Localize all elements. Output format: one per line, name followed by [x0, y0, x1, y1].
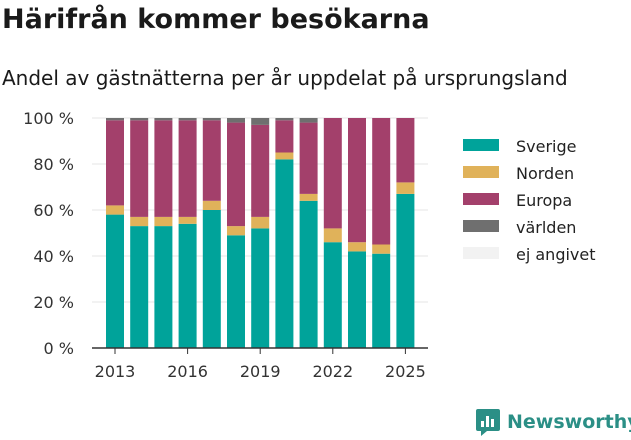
- bar-segment: [106, 118, 124, 121]
- newsworthy-logo-icon: [476, 409, 500, 436]
- legend-label: världen: [516, 218, 576, 237]
- axes: 0 % 20 % 40 % 60 % 80 % 100 % 2013 2016 2019 2022…: [23, 109, 428, 381]
- bar-group-2025: [396, 118, 415, 348]
- legend-item: Europa: [463, 191, 572, 210]
- bar-segment: [372, 253, 391, 348]
- bar-segment: [251, 228, 270, 348]
- bar-segment: [323, 118, 342, 229]
- bar-segment: [178, 120, 197, 217]
- bar-segment: [396, 193, 415, 348]
- legend-item: ej angivet: [463, 245, 596, 264]
- chart-title: Härifrån kommer besökarna: [2, 4, 430, 35]
- bar-segment: [348, 242, 366, 252]
- bar-segment: [130, 226, 149, 348]
- bars: [106, 118, 415, 348]
- bar-segment: [299, 118, 318, 123]
- legend-swatch: [463, 139, 499, 151]
- bar-segment: [275, 152, 294, 160]
- bar-segment: [178, 216, 197, 224]
- bar-segment: [275, 120, 294, 153]
- bar-group-2022: [323, 118, 342, 348]
- bar-segment: [299, 122, 318, 194]
- bar-segment: [323, 228, 342, 243]
- legend-swatch: [463, 220, 499, 232]
- bar-group-2020: [275, 118, 294, 348]
- legend-label: Sverige: [516, 137, 577, 156]
- bar-segment: [202, 120, 221, 201]
- legend-swatch: [463, 193, 499, 205]
- bar-group-2021: [299, 118, 318, 348]
- bar-segment: [348, 251, 366, 348]
- y-tick-label: 40 %: [33, 247, 74, 266]
- bar-group-2017: [202, 118, 221, 348]
- bar-segment: [396, 182, 415, 194]
- bar-segment: [130, 120, 149, 217]
- bar-segment: [154, 216, 173, 227]
- legend-item: världen: [463, 218, 576, 237]
- y-tick-label: 80 %: [33, 155, 74, 174]
- bar-group-2016: [178, 118, 197, 348]
- bar-segment: [154, 226, 173, 348]
- brand-name: Newsworthy: [507, 411, 631, 433]
- bar-segment: [130, 118, 149, 121]
- x-tick-label: 2016: [167, 362, 208, 381]
- bar-segment: [202, 200, 221, 210]
- bar-segment: [227, 122, 245, 227]
- bar-group-2023: [348, 118, 366, 348]
- bar-segment: [348, 118, 366, 243]
- bar-group-2019: [251, 118, 270, 348]
- bar-segment: [251, 118, 270, 125]
- bar-group-2013: [106, 118, 124, 348]
- bar-segment: [106, 120, 124, 206]
- y-tick-label: 60 %: [33, 201, 74, 220]
- y-tick-label: 20 %: [33, 293, 74, 312]
- bar-group-2015: [154, 118, 173, 348]
- legend-item: Norden: [463, 164, 574, 183]
- bar-segment: [130, 216, 149, 227]
- bar-segment: [396, 118, 415, 183]
- bar-segment: [323, 242, 342, 348]
- bar-segment: [251, 216, 270, 229]
- bar-group-2018: [227, 118, 245, 348]
- bar-segment: [372, 244, 391, 254]
- bar-segment: [372, 118, 391, 245]
- legend-swatch: [463, 247, 499, 259]
- bar-group-2014: [130, 118, 149, 348]
- y-tick-label: 0 %: [44, 339, 74, 358]
- chart-subtitle: Andel av gästnätterna per år uppdelat på…: [2, 66, 568, 90]
- bar-group-2024: [372, 118, 391, 348]
- bar-segment: [178, 118, 197, 121]
- bar-segment: [251, 124, 270, 217]
- x-tick-label: 2019: [240, 362, 281, 381]
- x-tick-label: 2025: [385, 362, 426, 381]
- x-tick-label: 2013: [95, 362, 136, 381]
- bar-segment: [299, 200, 318, 348]
- bar-segment: [202, 118, 221, 121]
- bar-segment: [275, 159, 294, 348]
- y-tick-label: 100 %: [23, 109, 74, 128]
- legend: Sverige Norden Europa världen ej angivet: [463, 137, 596, 264]
- bar-segment: [106, 214, 124, 348]
- bar-segment: [275, 118, 294, 121]
- bar-segment: [227, 118, 245, 123]
- bar-segment: [202, 210, 221, 348]
- legend-label: Europa: [516, 191, 572, 210]
- bar-segment: [154, 120, 173, 217]
- bar-segment: [178, 223, 197, 348]
- bar-segment: [227, 235, 245, 348]
- newsworthy-brand: Newsworthy: [475, 404, 631, 440]
- legend-label: ej angivet: [516, 245, 596, 264]
- bar-segment: [106, 205, 124, 215]
- legend-item: Sverige: [463, 137, 577, 156]
- bar-segment: [154, 118, 173, 121]
- x-tick-label: 2022: [312, 362, 353, 381]
- legend-swatch: [463, 166, 499, 178]
- bar-segment: [227, 226, 245, 236]
- legend-label: Norden: [516, 164, 574, 183]
- bar-segment: [299, 193, 318, 201]
